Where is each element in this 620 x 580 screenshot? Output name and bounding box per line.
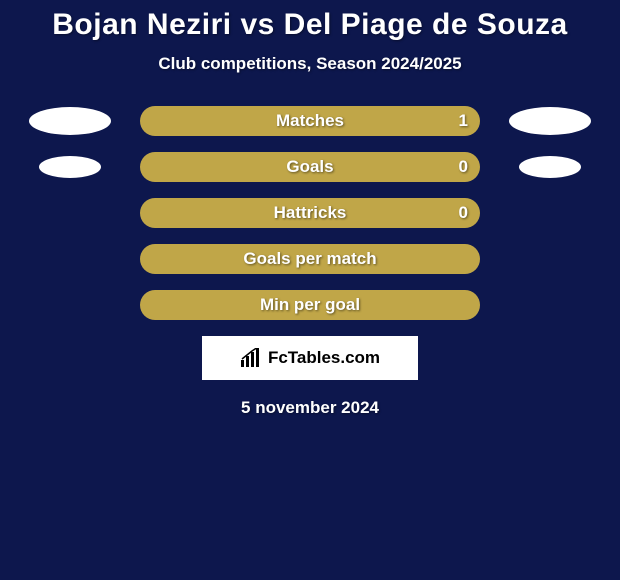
chart-icon <box>240 348 262 368</box>
left-shape <box>25 198 115 228</box>
stat-row: Matches1 <box>0 106 620 136</box>
stat-row: Goals0 <box>0 152 620 182</box>
stat-row: Hattricks0 <box>0 198 620 228</box>
brand-logo: FcTables.com <box>202 336 418 380</box>
ellipse-icon <box>519 156 581 178</box>
left-shape <box>25 106 115 136</box>
right-shape <box>505 198 595 228</box>
stat-label: Min per goal <box>140 290 480 320</box>
brand-text: FcTables.com <box>268 348 380 368</box>
date-text: 5 november 2024 <box>0 398 620 418</box>
stat-right-value: 1 <box>459 106 468 136</box>
stat-bar: Hattricks0 <box>140 198 480 228</box>
right-shape <box>505 106 595 136</box>
stat-label: Hattricks <box>140 198 480 228</box>
stat-bar: Min per goal <box>140 290 480 320</box>
stat-bar: Matches1 <box>140 106 480 136</box>
ellipse-icon <box>29 107 111 135</box>
stat-bar: Goals0 <box>140 152 480 182</box>
left-shape <box>25 152 115 182</box>
stat-label: Matches <box>140 106 480 136</box>
page-title: Bojan Neziri vs Del Piage de Souza <box>0 8 620 42</box>
right-shape <box>505 152 595 182</box>
stat-row: Goals per match <box>0 244 620 274</box>
stat-rows: Matches1Goals0Hattricks0Goals per matchM… <box>0 106 620 320</box>
ellipse-icon <box>509 107 591 135</box>
left-shape <box>25 290 115 320</box>
stat-row: Min per goal <box>0 290 620 320</box>
stat-label: Goals <box>140 152 480 182</box>
stat-right-value: 0 <box>459 198 468 228</box>
subtitle: Club competitions, Season 2024/2025 <box>0 54 620 74</box>
stat-bar: Goals per match <box>140 244 480 274</box>
left-shape <box>25 244 115 274</box>
comparison-card: Bojan Neziri vs Del Piage de Souza Club … <box>0 0 620 418</box>
ellipse-icon <box>39 156 101 178</box>
right-shape <box>505 290 595 320</box>
stat-right-value: 0 <box>459 152 468 182</box>
stat-label: Goals per match <box>140 244 480 274</box>
right-shape <box>505 244 595 274</box>
